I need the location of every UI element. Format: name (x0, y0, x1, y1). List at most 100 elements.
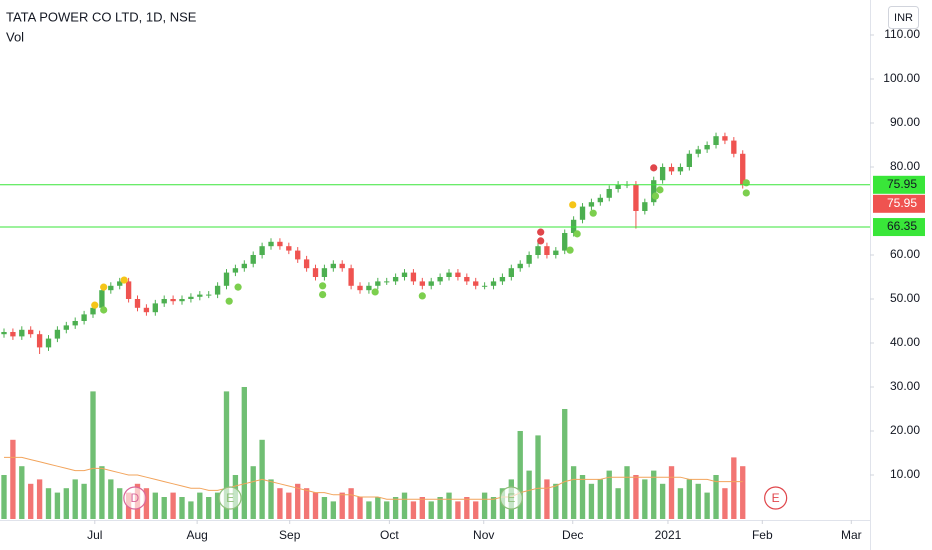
signal-marker (589, 209, 597, 217)
candle-body (633, 184, 639, 211)
volume-bar (206, 496, 212, 519)
candle-body (508, 268, 514, 277)
signal-marker (573, 230, 581, 238)
candle-body (117, 281, 123, 286)
y-tick-label: 100.00 (883, 71, 920, 85)
event-circle (499, 486, 523, 510)
candle-body (161, 298, 167, 304)
volume-bar (330, 501, 336, 519)
volume-bar (45, 488, 52, 519)
volume-bar (544, 479, 550, 519)
volume-bar (28, 483, 34, 519)
candle-body (384, 281, 390, 283)
hline-label-bg (873, 175, 925, 194)
event-circle (218, 486, 242, 510)
candle-body (722, 136, 728, 141)
signal-marker (742, 189, 750, 197)
candle-body (428, 281, 434, 286)
volume-bar (188, 501, 194, 519)
volume-bar (410, 501, 417, 519)
candle-body (90, 307, 96, 315)
candle-body (473, 281, 479, 286)
candle-body (295, 250, 301, 260)
event-icon[interactable]: D (123, 486, 147, 510)
x-tick-label: Nov (473, 528, 494, 542)
candle-body (286, 246, 292, 251)
volume-bar (63, 488, 69, 519)
volume-ma-line (4, 456, 743, 500)
candle-body (606, 188, 612, 198)
y-tick-label: 10.00 (890, 467, 920, 481)
candle-body (446, 272, 452, 277)
candle-body (375, 281, 381, 286)
candle-body (437, 276, 443, 282)
volume-bar (312, 492, 319, 519)
volume-bar (179, 496, 185, 519)
y-tick-label: 60.00 (890, 247, 920, 261)
signal-marker (91, 301, 99, 309)
volume-bar (455, 501, 461, 519)
candle-body (731, 140, 737, 154)
volume-bar (615, 488, 621, 519)
volume-bar (597, 479, 603, 519)
volume-bar (384, 501, 390, 519)
candle-body (197, 294, 203, 297)
volume-bar (464, 496, 470, 519)
candle-body (36, 334, 43, 348)
candle-body (659, 166, 666, 181)
x-tick-label: 2021 (655, 528, 682, 542)
volume-bar (651, 470, 657, 519)
candle-body (677, 166, 684, 172)
signal-marker (569, 201, 577, 209)
candle-body (481, 285, 488, 287)
candle-body (134, 298, 141, 308)
candle-body (366, 285, 372, 291)
volume-bar (446, 492, 452, 519)
candle-body (259, 246, 265, 255)
candle-body (562, 232, 568, 251)
volume-bar (428, 501, 434, 519)
event-label: E (772, 491, 780, 505)
candle-body (490, 281, 497, 286)
volume-bar (348, 488, 354, 519)
candle-body (170, 298, 176, 302)
event-icon[interactable]: E (764, 486, 788, 510)
candle-body (597, 197, 603, 203)
x-tick-label: Mar (841, 528, 862, 542)
candle-body (544, 246, 550, 255)
volume-bar (250, 466, 256, 519)
event-label: E (226, 491, 234, 505)
signal-marker (100, 306, 108, 314)
event-icon[interactable]: E (499, 486, 523, 510)
candle-body (348, 268, 354, 286)
volume-label: Vol (6, 29, 24, 44)
event-circle (123, 486, 147, 510)
volume-bar (117, 488, 123, 519)
y-tick-label: 110.00 (884, 27, 920, 41)
candle-body (125, 281, 132, 299)
y-tick-label: 30.00 (890, 379, 920, 393)
candle-body (45, 338, 52, 348)
candle-body (214, 285, 221, 295)
currency-box[interactable] (888, 6, 919, 29)
volume-bar (295, 483, 301, 519)
y-tick-label: 80.00 (890, 159, 920, 173)
candle-body (695, 149, 701, 154)
candle-body (642, 202, 648, 211)
event-icon[interactable]: E (218, 486, 242, 510)
candle-body (223, 272, 230, 286)
candle-body (517, 263, 523, 269)
volume-bar (695, 483, 701, 519)
candle-body (651, 180, 657, 203)
volume-bar (419, 496, 425, 519)
candle-body (312, 268, 319, 277)
volume-bar (375, 496, 381, 519)
candle-body (188, 296, 194, 299)
candle-body (241, 263, 247, 269)
volume-bar (731, 457, 737, 519)
y-tick-label: 90.00 (890, 115, 920, 129)
candle-body (704, 144, 710, 150)
candle-body (579, 206, 586, 220)
candle-body (72, 320, 78, 326)
signal-marker (537, 237, 545, 245)
